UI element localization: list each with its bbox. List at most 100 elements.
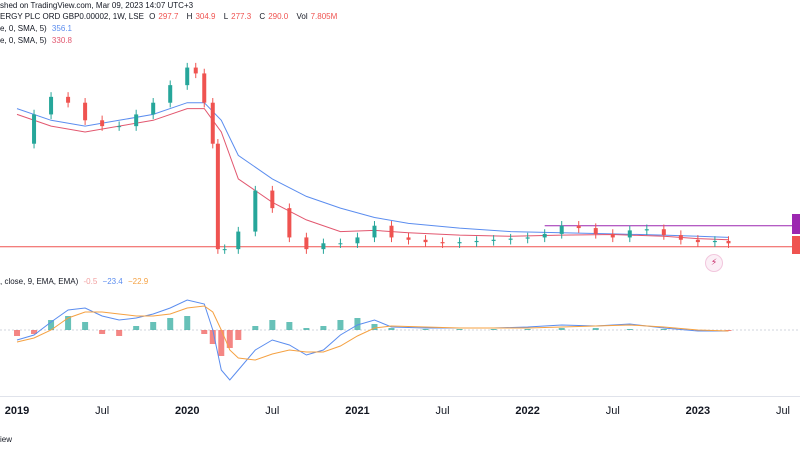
candle-body (661, 229, 666, 236)
macd-histogram-bar (235, 330, 242, 340)
macd-histogram-bar (286, 322, 293, 330)
x-tick-label: 2022 (515, 405, 539, 417)
macd-histogram-bar (303, 328, 310, 330)
candle-body (610, 233, 615, 238)
published-note: shed on TradingView.com, Mar 09, 2023 14… (0, 1, 196, 10)
x-tick-label: Jul (95, 405, 109, 417)
price-pane (0, 62, 792, 254)
candle-body (66, 96, 71, 103)
candle-body (525, 237, 530, 239)
macd-histogram-bar (82, 322, 89, 330)
candle-body (168, 85, 173, 103)
macd-histogram-bar (133, 326, 140, 330)
x-axis-divider (0, 396, 800, 397)
candle-body (117, 126, 122, 128)
candle-body (185, 67, 190, 86)
candle-body (576, 225, 581, 229)
macd-histogram-bar (65, 316, 72, 330)
candle-body (389, 225, 394, 238)
ma2-value: 330.8 (51, 36, 72, 45)
vol-value: 7.805M (310, 12, 338, 21)
candle-body (304, 237, 309, 250)
lightning-icon[interactable]: ⚡ (705, 254, 723, 272)
macd-histogram-bar (337, 320, 344, 330)
macd-histogram-bar (252, 326, 259, 330)
macd-line (16, 299, 729, 381)
signal-line (16, 305, 729, 361)
candle-body (270, 190, 275, 209)
candle-body (253, 190, 258, 232)
macd-histogram-bar (524, 329, 531, 330)
x-tick-label: Jul (265, 405, 279, 417)
macd-value: −23.4 (102, 277, 123, 286)
macd-histogram-bar (31, 330, 38, 334)
macd-histogram-bar (209, 330, 216, 344)
x-tick-label: 2019 (5, 405, 29, 417)
symbol-text: ERGY PLC ORD GBP0.00002, 1W, LSE (0, 12, 144, 21)
h-label: H (186, 12, 193, 21)
candle-body (695, 239, 700, 243)
macd-histogram-bar (456, 329, 463, 330)
macd-histogram-bar (167, 318, 174, 330)
candle-body (406, 237, 411, 240)
macd-histogram-bar (269, 320, 276, 330)
x-axis: 2019 Jul 2020 Jul 2021 Jul 2022 Jul 2023 Jul (5, 405, 790, 417)
x-tick-label: Jul (606, 405, 620, 417)
candle-body (627, 230, 632, 238)
macd-histogram-bar (626, 329, 633, 330)
x-tick-label: 2020 (175, 405, 199, 417)
macd-histogram-bar (226, 330, 233, 348)
published-text: shed on TradingView.com, Mar 09, 2023 14… (0, 1, 194, 10)
c-label: C (259, 12, 266, 21)
macd-histogram-bar (184, 316, 191, 330)
macd-legend: , close, 9, EMA, EMA) -0.5 −23.4 −22.9 (0, 277, 151, 286)
candle-body (372, 225, 377, 238)
candle-body (508, 238, 513, 240)
x-tick-label: Jul (436, 405, 450, 417)
candle-body (49, 96, 54, 115)
x-tick-label: Jul (776, 405, 790, 417)
candle-body (644, 229, 649, 231)
macd-histogram-bar (388, 328, 395, 330)
candle-body (210, 102, 215, 144)
candle-body (457, 242, 462, 244)
ma2-legend: e, 0, SMA, 5) 330.8 (0, 36, 75, 45)
candle-body (593, 228, 598, 234)
candle-body (712, 240, 717, 243)
l-label: L (223, 12, 229, 21)
ma2-label: e, 0, SMA, 5) (0, 36, 47, 45)
candle-body (215, 143, 220, 250)
ma1-label: e, 0, SMA, 5) (0, 24, 47, 33)
x-tick-label: 2023 (686, 405, 710, 417)
candle-body (287, 208, 292, 238)
l-value: 277.3 (231, 12, 252, 21)
macd-histogram-bar (320, 326, 327, 330)
o-value: 297.7 (158, 12, 179, 21)
candle-body (559, 225, 564, 234)
symbol-legend: ERGY PLC ORD GBP0.00002, 1W, LSE O 297.7 … (0, 12, 343, 21)
candle-body (202, 73, 207, 103)
ma_red-line (16, 108, 729, 241)
macd-pane (0, 299, 800, 381)
candle-body (32, 114, 37, 144)
candle-body (83, 102, 88, 121)
macd-hist-value: -0.5 (83, 277, 98, 286)
macd-histogram-bar (422, 329, 429, 330)
candle-body (222, 249, 227, 251)
support-price-tag (792, 236, 800, 254)
macd-histogram-bar (592, 328, 599, 330)
vol-label: Vol (296, 12, 308, 21)
macd-histogram-bar (725, 330, 732, 331)
signal-value: −22.9 (128, 277, 149, 286)
candle-body (355, 237, 360, 244)
macd-histogram-bar (201, 330, 208, 334)
footer-text: iew (0, 435, 13, 444)
macd-histogram-bar (371, 324, 378, 330)
candle-body (151, 102, 156, 115)
macd-histogram-bar (218, 330, 225, 356)
o-label: O (149, 12, 156, 21)
macd-label: , close, 9, EMA, EMA) (0, 277, 79, 286)
candle-body (236, 231, 241, 250)
candle-body (474, 240, 479, 243)
